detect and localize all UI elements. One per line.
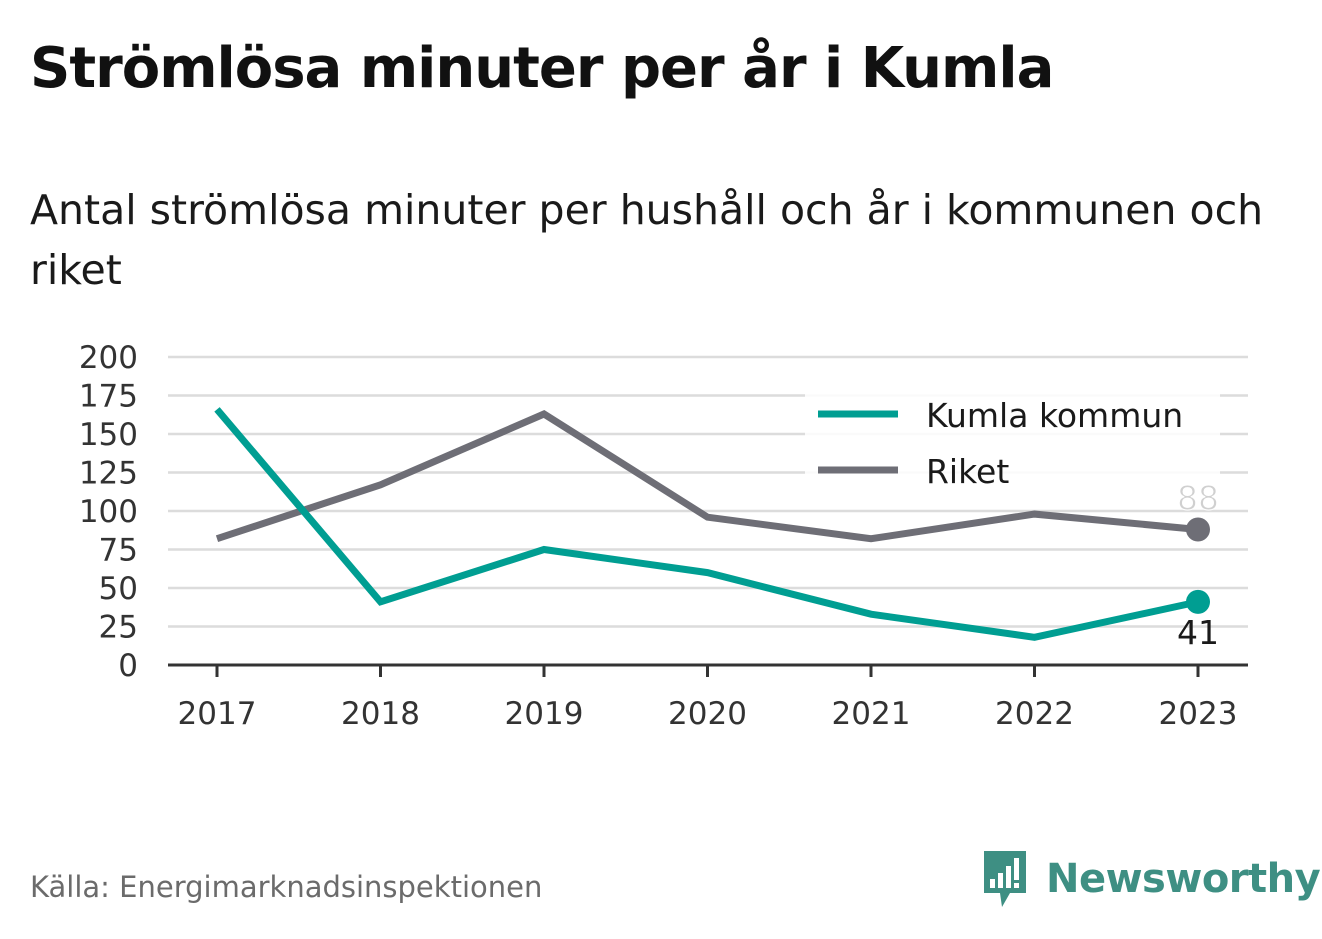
x-tick-label: 2017 [178, 696, 257, 732]
series-line-kumla [214, 407, 1199, 641]
brand-name: Newsworthy [1046, 856, 1321, 902]
series-lines [214, 407, 1210, 641]
x-tick-label: 2018 [341, 696, 420, 732]
series-endpoint-kumla [1186, 589, 1210, 614]
y-tick-label: 200 [79, 340, 138, 376]
end-label-kumla: 41 [1177, 613, 1219, 652]
legend: Kumla kommun Riket [805, 388, 1220, 496]
y-tick-label: 50 [99, 571, 138, 607]
x-tick-label: 2020 [668, 696, 747, 732]
y-tick-label: 0 [118, 648, 138, 684]
legend-background [805, 388, 1220, 496]
y-tick-label: 150 [79, 417, 138, 453]
x-tick-label: 2021 [832, 696, 911, 732]
chart-title: Strömlösa minuter per år i Kumla [30, 36, 1054, 101]
x-tick-label: 2023 [1159, 696, 1238, 732]
y-tick-label: 25 [99, 610, 138, 646]
legend-label-kumla: Kumla kommun [926, 396, 1183, 435]
x-tick-label: 2022 [995, 696, 1074, 732]
series-endpoint-riket [1186, 517, 1210, 542]
x-tick-label: 2019 [505, 696, 584, 732]
y-tick-label: 175 [79, 379, 138, 415]
source-note: Källa: Energimarknadsinspektionen [30, 870, 543, 904]
end-label-riket: 88 [1177, 478, 1219, 517]
legend-label-riket: Riket [926, 452, 1009, 491]
newsworthy-logo-icon [984, 851, 1026, 907]
x-axis-ticks: 2017 2018 2019 2020 2021 2022 2023 [178, 665, 1238, 732]
y-tick-label: 75 [99, 533, 138, 569]
y-tick-label: 100 [79, 494, 138, 530]
series-line-riket [215, 410, 1199, 543]
brand-logo[interactable]: Newsworthy [980, 848, 1321, 910]
end-labels: 41 88 [1177, 478, 1220, 652]
y-tick-label: 125 [79, 456, 138, 492]
chart-subtitle: Antal strömlösa minuter per hushåll och … [30, 186, 1264, 294]
